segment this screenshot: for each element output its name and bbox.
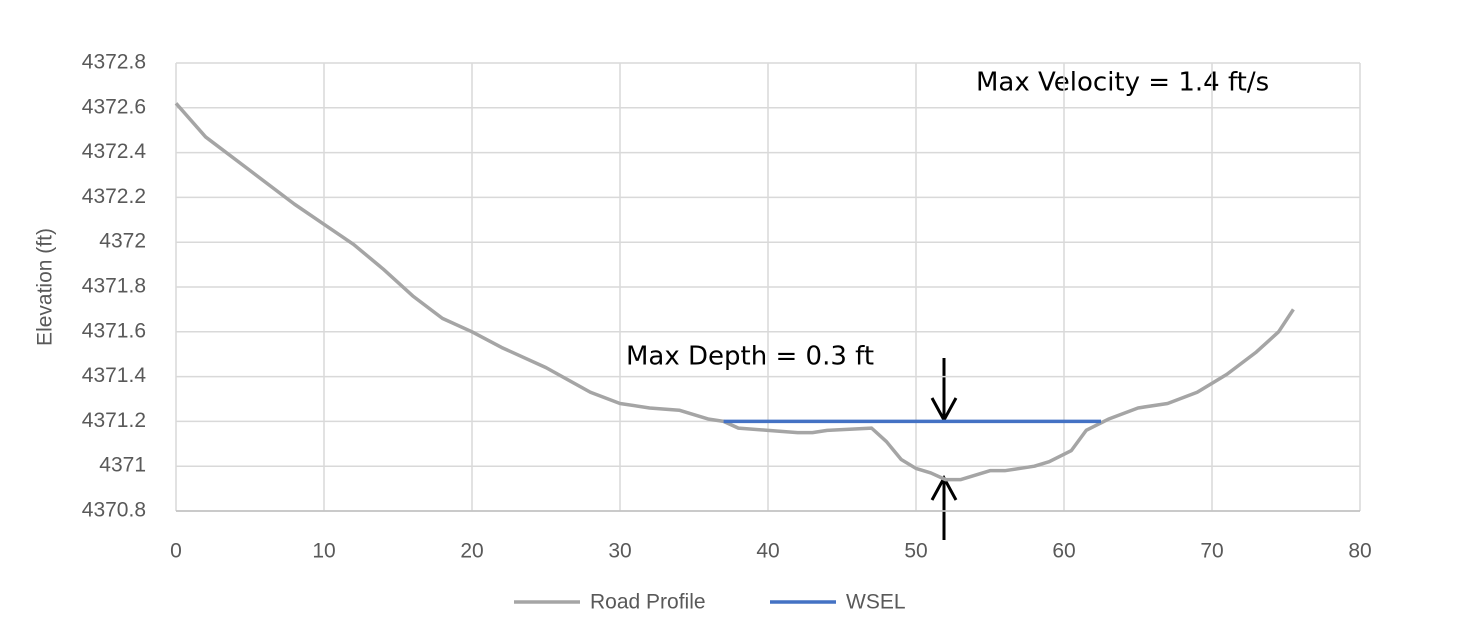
y-tick-label: 4372.8	[82, 51, 146, 74]
x-tick-label: 60	[1052, 540, 1075, 563]
legend-label: WSEL	[846, 591, 906, 614]
x-tick-label: 40	[756, 540, 779, 563]
y-tick-label: 4371.6	[82, 319, 146, 342]
y-tick-label: 4371	[99, 454, 146, 477]
y-axis-label: Elevation (ft)	[34, 228, 57, 346]
y-tick-label: 4372.6	[82, 95, 146, 118]
x-tick-label: 0	[170, 540, 182, 563]
arrow-up	[930, 474, 958, 540]
y-tick-label: 4371.8	[82, 275, 146, 298]
x-tick-label: 70	[1200, 540, 1223, 563]
y-tick-label: 4370.8	[82, 499, 146, 522]
y-tick-label: 4372.2	[82, 185, 146, 208]
x-tick-label: 10	[312, 540, 335, 563]
line	[174, 102, 1295, 482]
y-tick-label: 4372	[99, 230, 146, 253]
y-tick-label: 4372.4	[82, 140, 147, 163]
annotation: Max Velocity = 1.4 ft/s	[976, 68, 1269, 98]
arrow-down	[930, 358, 958, 424]
annotation: Max Depth = 0.3 ft	[626, 342, 874, 372]
legend-label: Road Profile	[590, 591, 706, 614]
y-tick-label: 4371.2	[82, 409, 146, 432]
x-tick-label: 30	[608, 540, 631, 563]
x-tick-label: 80	[1348, 540, 1371, 563]
y-tick-label: 4371.4	[82, 364, 147, 387]
x-tick-label: 50	[904, 540, 927, 563]
x-tick-label: 20	[460, 540, 483, 563]
